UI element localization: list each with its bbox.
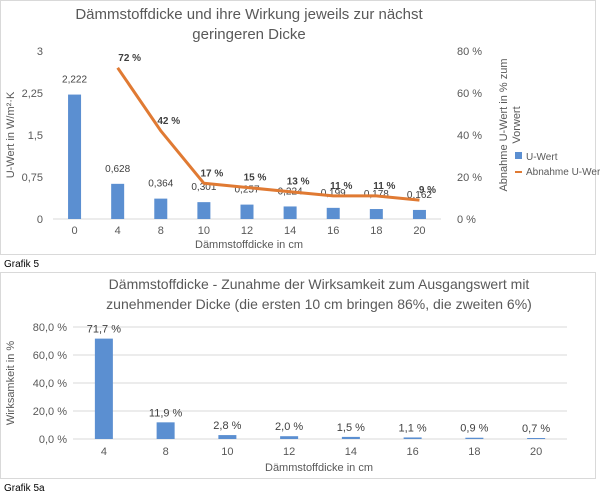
chart-1-bar-label: 0,162 (407, 190, 432, 201)
chart-2-y-tick-label: 80,0 % (33, 322, 67, 334)
chart-1-x-tick-label: 16 (327, 225, 339, 237)
chart-1-bar (412, 209, 426, 219)
chart-2-x-tick-label: 10 (221, 446, 233, 458)
chart-1-y-tick-label: 1,5 (28, 130, 43, 142)
chart-2-bar-label: 2,8 % (213, 420, 241, 432)
chart-1-y-label: U-Wert in W/m²·K (5, 91, 17, 178)
chart-2-bar-label: 1,1 % (399, 422, 427, 434)
chart-1-bar (111, 183, 125, 219)
chart-2-bar (465, 437, 484, 439)
chart-1-line-label: 11 % (330, 181, 352, 192)
chart-2-bar (403, 437, 422, 439)
caption-grafik-5: Grafik 5 (4, 259, 40, 270)
chart-1-line-label: 13 % (287, 177, 310, 188)
chart-2-y-label: Wirksamkeit in % (5, 341, 17, 426)
chart-1-bar (154, 198, 168, 219)
chart-panel-1: Dämmstoffdicke und ihre Wirkung jeweils … (0, 0, 600, 255)
chart-2-svg: Dämmstoffdicke - Zunahme der Wirksamkeit… (5, 276, 567, 474)
chart-1-bar-label: 2,222 (62, 75, 87, 86)
chart-2-x-tick-label: 12 (283, 446, 295, 458)
chart-2-bar (341, 436, 360, 439)
chart-1-y2-tick-label: 80 % (457, 46, 482, 58)
chart-1-x-tick-label: 8 (158, 225, 164, 237)
chart-2-bar-label: 11,9 % (149, 407, 183, 419)
chart-1-line-label: 42 % (157, 116, 180, 127)
chart-panel-2: Dämmstoffdicke - Zunahme der Wirksamkeit… (0, 272, 596, 479)
chart-1-bar-label: 0,364 (148, 179, 173, 190)
chart-2-y-tick-label: 60,0 % (33, 350, 67, 362)
chart-2-y-tick-label: 20,0 % (33, 406, 67, 418)
chart-1-x-label: Dämmstoffdicke in cm (195, 239, 303, 251)
chart-1-y-tick-label: 3 (37, 46, 43, 58)
chart-1-legend-swatch-bar (515, 152, 522, 159)
chart-2-bar (156, 422, 175, 439)
chart-1-line-label: 15 % (244, 173, 267, 184)
chart-2-bar (280, 436, 299, 439)
chart-1-legend-label: U-Wert (526, 152, 558, 163)
chart-2-x-label: Dämmstoffdicke in cm (265, 462, 373, 474)
caption-grafik-5a: Grafik 5a (4, 483, 45, 494)
chart-2-bar (218, 435, 237, 439)
chart-2-title-line: zunehmender Dicke (die ersten 10 cm brin… (106, 296, 532, 312)
chart-1-bar (68, 94, 82, 219)
chart-1-x-tick-label: 18 (370, 225, 382, 237)
chart-2-bar-label: 1,5 % (337, 422, 365, 434)
chart-1-line-label: 72 % (118, 53, 141, 64)
chart-1-y-tick-label: 0,75 (22, 172, 43, 184)
chart-1-line-label: 9 % (419, 185, 436, 196)
chart-1-title-line: Dämmstoffdicke und ihre Wirkung jeweils … (75, 6, 423, 23)
chart-1-bar (197, 202, 211, 219)
chart-1-bar (326, 207, 340, 219)
chart-1-x-tick-label: 10 (198, 225, 210, 237)
chart-1-svg: Dämmstoffdicke und ihre Wirkung jeweils … (5, 6, 600, 251)
chart-1-x-tick-label: 0 (71, 225, 77, 237)
chart-1-y-tick-label: 2,25 (22, 88, 43, 100)
chart-2-bar (94, 338, 113, 439)
chart-1-line-label: 17 % (200, 168, 223, 179)
chart-2-y-tick-label: 0,0 % (39, 434, 67, 446)
chart-2-title-line: Dämmstoffdicke - Zunahme der Wirksamkeit… (109, 276, 530, 292)
chart-1-y-tick-label: 0 (37, 214, 43, 226)
chart-2-y-tick-label: 40,0 % (33, 378, 67, 390)
chart-1-bar (283, 206, 297, 219)
chart-1-bar-label: 0,199 (321, 188, 346, 199)
chart-1-y2-tick-label: 0 % (457, 214, 476, 226)
chart-2-x-tick-label: 16 (407, 446, 419, 458)
chart-2-x-tick-label: 4 (101, 446, 107, 458)
chart-1-y2-tick-label: 40 % (457, 130, 482, 142)
chart-1-line-label: 11 % (373, 181, 395, 192)
chart-1-bar (369, 209, 383, 219)
chart-2-bar-label: 2,0 % (275, 421, 303, 433)
chart-1-bar (240, 204, 254, 219)
chart-1-y2-label-line: Vorwert (511, 106, 523, 143)
chart-1-x-tick-label: 12 (241, 225, 253, 237)
chart-1-x-tick-label: 14 (284, 225, 296, 237)
chart-2-x-tick-label: 20 (530, 446, 542, 458)
chart-1-bar-label: 0,628 (105, 164, 130, 175)
chart-2-bar (527, 438, 546, 439)
chart-1-y2-tick-label: 20 % (457, 172, 482, 184)
chart-1-x-tick-label: 20 (413, 225, 425, 237)
chart-2-x-tick-label: 18 (468, 446, 480, 458)
chart-1-title-line: geringeren Dicke (192, 26, 305, 43)
chart-1-y2-label-line: Abnahme U-Wert in % zum (498, 58, 510, 191)
chart-2-bar-label: 0,9 % (460, 423, 488, 435)
chart-1-legend-label: Abnahme U-Wert (526, 167, 600, 178)
chart-2-bar-label: 71,7 % (87, 324, 121, 336)
chart-2-bar-label: 0,7 % (522, 423, 550, 435)
chart-1-bar-label: 0,301 (191, 182, 216, 193)
chart-1-bar-label: 0,257 (234, 185, 259, 196)
chart-1-x-tick-label: 4 (115, 225, 121, 237)
chart-2-x-tick-label: 8 (163, 446, 169, 458)
chart-1-y2-tick-label: 60 % (457, 88, 482, 100)
chart-1-line (116, 66, 420, 202)
chart-2-x-tick-label: 14 (345, 446, 357, 458)
